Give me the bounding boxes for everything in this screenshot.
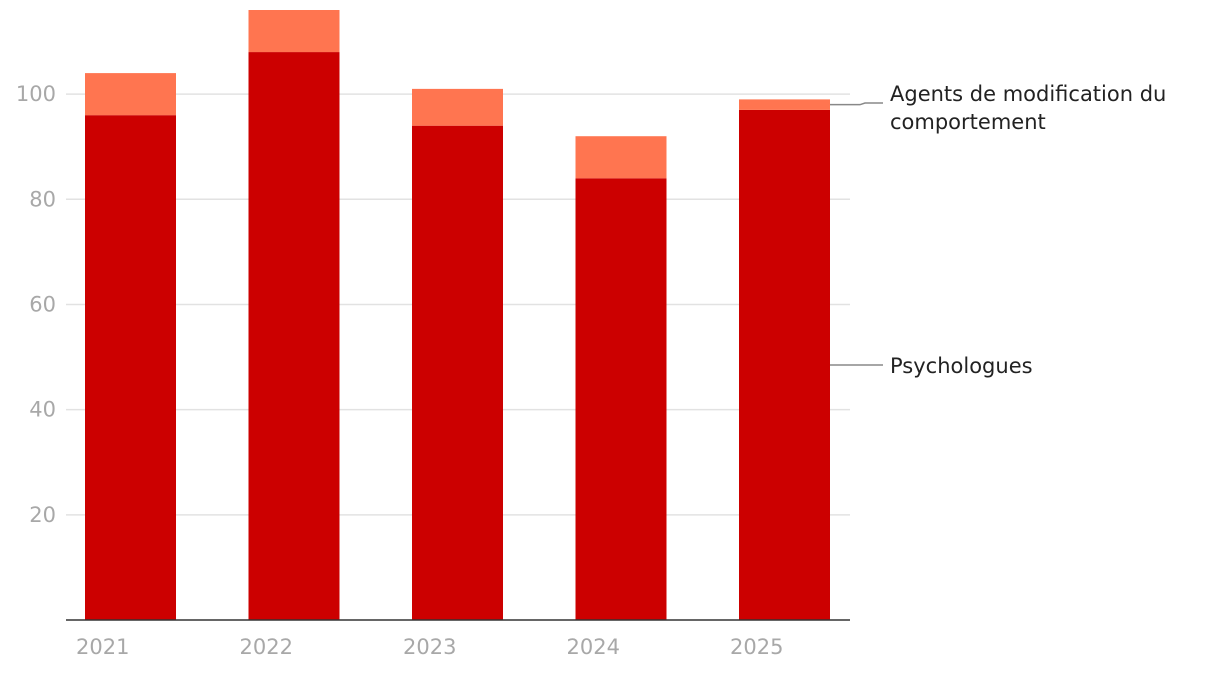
legend-label-agents-line: comportement (890, 110, 1046, 134)
x-tick-label: 2025 (730, 635, 783, 659)
legend-label-agents: Agents de modification du comportement (890, 82, 1166, 134)
bar-segment-psychologues-2022 (248, 52, 340, 620)
legend: Psychologues Agents de modification du com… (830, 82, 1166, 378)
leader-line-agents (830, 102, 883, 106)
x-tick-label: 2021 (76, 635, 129, 659)
bars (85, 10, 830, 621)
x-tick-label: 2022 (240, 635, 293, 659)
bar-segment-agents-2025 (739, 99, 830, 110)
x-tick-label: 2023 (403, 635, 456, 659)
bar-segment-psychologues-2024 (575, 178, 667, 620)
bar-segment-agents-2023 (412, 88, 503, 126)
y-tick-label: 80 (29, 187, 56, 211)
bar-segment-psychologues-2021 (85, 115, 176, 620)
bar-segment-psychologues-2023 (412, 125, 503, 621)
x-axis-ticks: 2021 2022 2023 2024 2025 (76, 635, 783, 659)
bar-segment-agents-2021 (85, 73, 176, 116)
y-axis-ticks: 20 40 60 80 100 (16, 82, 56, 527)
y-tick-label: 100 (16, 82, 56, 106)
y-tick-label: 20 (29, 503, 56, 527)
x-tick-label: 2024 (567, 635, 620, 659)
legend-label-agents-line: Agents de modification du (890, 82, 1166, 106)
y-tick-label: 40 (29, 398, 56, 422)
legend-label-psychologues: Psychologues (890, 354, 1033, 378)
bar-segment-agents-2024 (575, 136, 667, 179)
bar-segment-psychologues-2025 (739, 109, 830, 621)
y-tick-label: 60 (29, 292, 56, 316)
bar-segment-agents-2022 (248, 10, 340, 53)
